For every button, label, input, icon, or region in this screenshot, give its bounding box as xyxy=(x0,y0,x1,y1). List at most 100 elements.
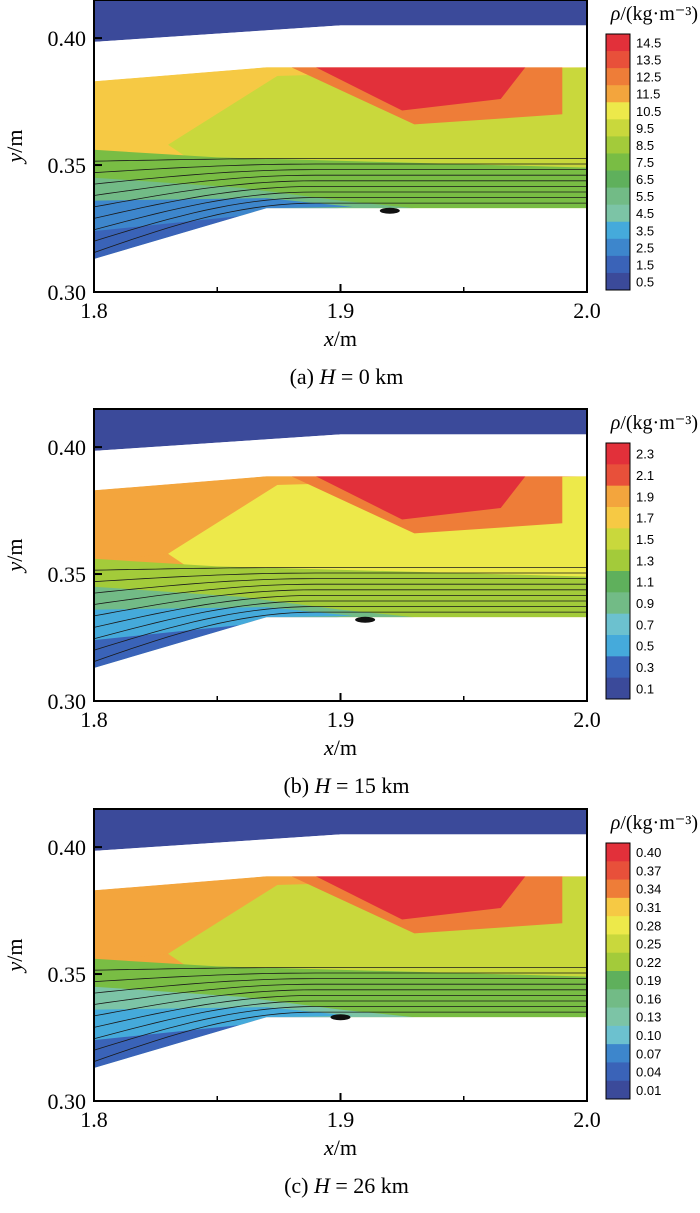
colorbar-label: 1.7 xyxy=(636,511,654,526)
colorbar-swatch xyxy=(606,102,630,120)
x-axis-var: x xyxy=(323,326,334,351)
colorbar-label: 2.5 xyxy=(636,240,654,255)
x-axis-title: x/m xyxy=(323,326,357,351)
colorbar-frame xyxy=(605,33,631,291)
colorbar-label: 0.9 xyxy=(636,596,654,611)
top-wall xyxy=(94,409,587,451)
panel-a: 1.8 1.9 2.0 0.30 0.35 0.40 x/m y/m (a) H = 0 km ρ… xyxy=(0,0,700,404)
colorbar-label: 9.5 xyxy=(636,121,654,136)
streamline xyxy=(94,157,587,162)
x-tick-label: 1.9 xyxy=(327,707,355,732)
colorbar-label: 1.5 xyxy=(636,257,654,272)
colorbar-label: 0.07 xyxy=(636,1046,661,1061)
colorbar-swatch xyxy=(606,1080,630,1100)
colorbar-frame xyxy=(605,442,631,700)
colorbar-label: 0.31 xyxy=(636,900,661,915)
colorbar-swatch xyxy=(606,1025,630,1045)
lower-gap xyxy=(94,617,587,701)
panel-caption: (c) H = 26 km xyxy=(284,1173,409,1198)
colorbar-swatch xyxy=(606,613,630,636)
x-tick-label: 1.8 xyxy=(80,707,108,732)
x-tick-label: 1.9 xyxy=(327,298,355,323)
colorbar-swatch xyxy=(606,843,630,862)
upper-gap xyxy=(94,434,587,491)
y-tick-label: 0.30 xyxy=(48,280,87,305)
y-tick-label: 0.40 xyxy=(48,835,87,860)
freestream-band xyxy=(94,876,292,962)
top-wall xyxy=(94,809,587,851)
separation-bubble xyxy=(379,207,400,214)
colorbar-swatch xyxy=(606,272,630,291)
colorbar-label: 6.5 xyxy=(636,172,654,187)
y-axis-unit: /m xyxy=(2,539,27,562)
colorbar-swatch xyxy=(606,485,630,508)
streamline xyxy=(94,174,587,196)
y-tick-label: 0.35 xyxy=(48,562,87,587)
boundary-band xyxy=(94,986,415,1068)
hot-core xyxy=(315,876,526,920)
colorbar-swatch xyxy=(606,916,630,935)
streamline xyxy=(94,611,587,662)
colorbar-label: 11.5 xyxy=(636,87,660,102)
colorbar-swatch xyxy=(606,170,630,189)
colorbar-swatch xyxy=(606,656,630,679)
y-tick-label: 0.30 xyxy=(48,689,87,714)
top-wall xyxy=(94,0,587,42)
colorbar-label: 2.1 xyxy=(636,468,654,483)
streamline xyxy=(94,978,587,994)
y-tick-label: 0.30 xyxy=(48,1089,87,1114)
colorbar-frame xyxy=(605,842,631,1100)
colorbar-label: 4.5 xyxy=(636,206,654,221)
colorbar-label: 14.5 xyxy=(636,36,661,51)
colorbar-label: 0.3 xyxy=(636,660,654,675)
colorbar-swatch xyxy=(606,119,630,137)
streamline xyxy=(94,572,587,583)
streamline xyxy=(94,606,587,651)
caption-var: H xyxy=(319,364,337,389)
colorbar-swatch xyxy=(606,85,630,103)
colorbar-swatch xyxy=(606,1044,630,1063)
colorbar-label: 0.40 xyxy=(636,845,661,860)
colorbar-label: 0.16 xyxy=(636,991,661,1006)
streamline xyxy=(94,163,587,174)
caption-rest: = 15 km xyxy=(331,773,410,798)
colorbar-label: 13.5 xyxy=(636,53,661,68)
colorbar-swatch xyxy=(606,1062,630,1082)
y-axis-title: y/m xyxy=(2,130,27,165)
colorbar-swatch xyxy=(606,51,630,69)
freestream-band xyxy=(94,476,292,562)
colorbar-label: 2.3 xyxy=(636,447,654,462)
colorbar-label: 8.5 xyxy=(636,138,654,153)
panel-caption: (a) H = 0 km xyxy=(290,364,404,389)
x-axis-title: x/m xyxy=(323,735,357,760)
x-tick-label: 1.8 xyxy=(80,1107,108,1132)
colorbar-swatch xyxy=(606,1007,630,1027)
colorbar-label: 1.3 xyxy=(636,553,654,568)
panel-b: 1.8 1.9 2.0 0.30 0.35 0.40 x/m y/m (b) H = 15 km… xyxy=(0,408,700,813)
streamline xyxy=(94,202,587,253)
colorbar-label: 0.37 xyxy=(636,863,661,878)
colorbar-label: 0.19 xyxy=(636,973,661,988)
colorbar-unit: /(kg·m⁻³) xyxy=(620,812,698,834)
colorbar-label: 10.5 xyxy=(636,104,661,119)
y-axis-unit: /m xyxy=(2,130,27,153)
colorbar-swatch xyxy=(606,549,630,572)
colorbar-label: 0.1 xyxy=(636,681,654,696)
colorbar-swatch xyxy=(606,571,630,593)
y-axis-var: y xyxy=(2,962,27,974)
colorbar-swatch xyxy=(606,528,630,551)
colorbar-swatch xyxy=(606,971,630,990)
x-axis-var: x xyxy=(323,735,334,760)
colorbar-swatch xyxy=(606,952,630,972)
colorbar-label: 0.22 xyxy=(636,955,661,970)
colorbar-label: 1.9 xyxy=(636,489,654,504)
colorbar-swatch xyxy=(606,879,630,899)
streamline xyxy=(94,1011,587,1062)
x-axis-unit: /m xyxy=(334,1135,357,1160)
caption-rest: = 26 km xyxy=(330,1173,409,1198)
y-axis-title: y/m xyxy=(2,939,27,974)
x-tick-label: 1.8 xyxy=(80,298,108,323)
streamline xyxy=(94,589,587,617)
colorbar-swatch xyxy=(606,464,630,487)
lower-gap xyxy=(94,1017,587,1101)
